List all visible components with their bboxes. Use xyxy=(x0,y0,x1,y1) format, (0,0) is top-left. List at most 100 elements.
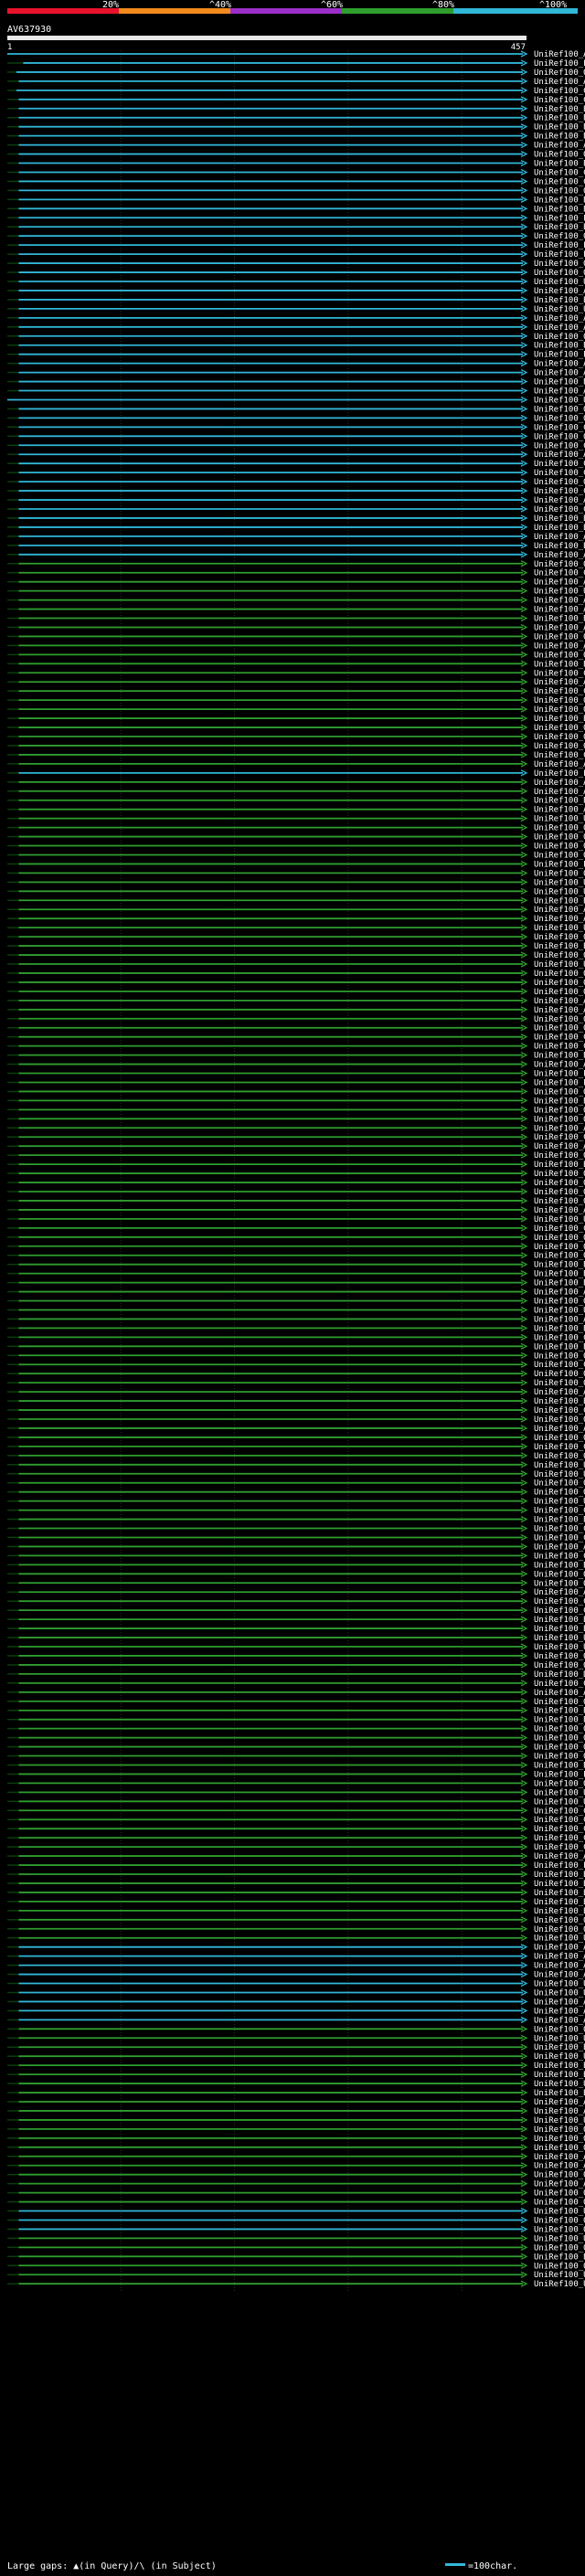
hit-row[interactable]: UniRef100_B91ML4 xyxy=(7,378,585,387)
hit-label[interactable]: UniRef100_B6SIL7 xyxy=(534,205,585,214)
hit-row[interactable]: UniRef100_B6AKC9 xyxy=(7,2071,585,2080)
hit-row[interactable]: UniRef100_A4HYZ5 xyxy=(7,2107,585,2116)
hit-row[interactable]: UniRef100_C5DPH1 xyxy=(7,1606,585,1616)
hit-row[interactable]: UniRef100_A5DVC2 xyxy=(7,779,585,788)
hit-label[interactable]: UniRef100_Q72V05 xyxy=(534,1698,585,1707)
hit-label[interactable]: UniRef100_Q95P67 xyxy=(534,1106,585,1115)
hit-row[interactable]: UniRef100_A9DD06 xyxy=(7,760,585,769)
hit-row[interactable]: UniRef100_Q8ITB1 xyxy=(7,951,585,960)
hit-row[interactable]: UniRef100_C5SHA4 xyxy=(7,423,585,432)
hit-label[interactable]: UniRef100_A5D3S6 xyxy=(534,1425,585,1434)
hit-label[interactable]: UniRef100_A6RNV7 xyxy=(534,1962,585,1971)
hit-row[interactable]: UniRef100_Q2U020 xyxy=(7,1925,585,1935)
hit-label[interactable]: UniRef100_B8NOD5 xyxy=(534,615,585,624)
hit-label[interactable]: UniRef100_A8E6B6 xyxy=(534,1061,585,1070)
hit-label[interactable]: UniRef100_B2WYN0 xyxy=(534,542,585,551)
hit-row[interactable]: UniRef100_UP1000... xyxy=(7,1643,585,1652)
hit-row[interactable]: UniRef100_Q4AK11 xyxy=(7,2135,585,2144)
hit-label[interactable]: UniRef100_Q73666 xyxy=(534,1734,585,1744)
hit-row[interactable]: UniRef100_C9ZIN6 xyxy=(7,1443,585,1452)
hit-row[interactable]: UniRef100_Q9UGS3 xyxy=(7,1170,585,1179)
hit-row[interactable]: UniRef100_Q72V05 xyxy=(7,1698,585,1707)
hit-row[interactable]: UniRef100_Q4PM13 xyxy=(7,1661,585,1670)
hit-row[interactable]: UniRef100_B9WH22 xyxy=(7,715,585,724)
hit-label[interactable]: UniRef100_UP1000... xyxy=(534,1788,585,1797)
hit-row[interactable]: UniRef100_P62280 xyxy=(7,769,585,779)
hit-label[interactable]: UniRef100_UP1000... xyxy=(534,2234,585,2243)
hit-label[interactable]: UniRef100_C3K1D4 xyxy=(534,1361,585,1370)
hit-row[interactable]: UniRef100_UP1000... xyxy=(7,1634,585,1643)
hit-row[interactable]: UniRef100_UP1000... xyxy=(7,2234,585,2243)
hit-row[interactable]: UniRef100_C4BS14 xyxy=(7,751,585,760)
hit-row[interactable]: UniRef100_Q9VF26 xyxy=(7,1415,585,1425)
hit-label[interactable]: UniRef100_Q15084 xyxy=(534,2189,585,2199)
hit-label[interactable]: UniRef100_C4BS14 xyxy=(534,751,585,760)
hit-label[interactable]: UniRef100_A7RL80 xyxy=(534,906,585,915)
hit-row[interactable]: UniRef100_UP1000... xyxy=(7,2271,585,2280)
hit-row[interactable]: UniRef100_Q5EF13 xyxy=(7,1087,585,1097)
hit-label[interactable]: UniRef100_A0CE25 xyxy=(534,1124,585,1133)
hit-row[interactable]: UniRef100_A2DHU3 xyxy=(7,2153,585,2162)
hit-label[interactable]: UniRef100_C5SHA4 xyxy=(534,423,585,432)
hit-row[interactable]: UniRef100_Q22B78 xyxy=(7,651,585,660)
hit-row[interactable]: UniRef100_C0CRL5 xyxy=(7,569,585,578)
hit-label[interactable]: UniRef100_A6ZPS5 xyxy=(534,1288,585,1298)
hit-label[interactable]: UniRef100_UP1000... xyxy=(534,1634,585,1643)
hit-row[interactable]: UniRef100_Q20905 xyxy=(7,69,585,78)
hit-row[interactable]: UniRef100_A6ZS66 xyxy=(7,1206,585,1215)
hit-label[interactable]: UniRef100_C5GDQ3 xyxy=(534,505,585,514)
hit-row[interactable]: UniRef100_Q6CXB0 xyxy=(7,1298,585,1307)
hit-row[interactable]: UniRef100_C5EB94 xyxy=(7,1133,585,1142)
hit-row[interactable]: UniRef100_B4GGL5 xyxy=(7,1871,585,1880)
hit-row[interactable]: UniRef100_Q9GSB1 xyxy=(7,824,585,833)
hit-label[interactable]: UniRef100_UP1000... xyxy=(534,588,585,597)
hit-label[interactable]: UniRef100_B5DS61 xyxy=(534,1716,585,1725)
hit-row[interactable]: UniRef100_Q55FV1 xyxy=(7,560,585,569)
hit-row[interactable]: UniRef100_UP1000... xyxy=(7,887,585,896)
hit-label[interactable]: UniRef100_Q6BPH9 xyxy=(534,632,585,641)
hit-row[interactable]: UniRef100_A9NNL9 xyxy=(7,142,585,151)
hit-label[interactable]: UniRef100_A6RNV0 xyxy=(534,1953,585,1962)
hit-row[interactable]: UniRef100_A5D3S6 xyxy=(7,1425,585,1434)
hit-row[interactable]: UniRef100_A8BVU0 xyxy=(7,1542,585,1552)
hit-label[interactable]: UniRef100_C4JFW6 xyxy=(534,487,585,496)
hit-row[interactable]: UniRef100_Q962R8 xyxy=(7,2025,585,2034)
hit-label[interactable]: UniRef100_C1BYU1 xyxy=(534,1843,585,1852)
hit-row[interactable]: UniRef100_Q6CUZ3 xyxy=(7,742,585,751)
hit-label[interactable]: UniRef100_C4LW92 xyxy=(534,1834,585,1843)
hit-label[interactable]: UniRef100_UP1000... xyxy=(534,1461,585,1470)
hit-label[interactable]: UniRef100_A6SNR4 xyxy=(534,997,585,1006)
hit-label[interactable]: UniRef100_UP1000... xyxy=(534,1935,585,1944)
hit-row[interactable]: UniRef100_B9FZL3 xyxy=(7,296,585,305)
hit-label[interactable]: UniRef100_Q9SUU4 xyxy=(534,2216,585,2225)
hit-label[interactable]: UniRef100_UP1000... xyxy=(534,2271,585,2280)
hit-row[interactable]: UniRef100_Q5VHH2 xyxy=(7,1197,585,1206)
hit-row[interactable]: UniRef100_P41733 xyxy=(7,351,585,360)
hit-row[interactable]: UniRef100_B7FMB4 xyxy=(7,114,585,123)
hit-label[interactable]: UniRef100_A9S6F7 xyxy=(534,360,585,369)
hit-row[interactable]: UniRef100_A6QH92 xyxy=(7,678,585,687)
hit-row[interactable]: UniRef100_A2I4D0 xyxy=(7,578,585,588)
hit-label[interactable]: UniRef100_Q65766 xyxy=(534,733,585,742)
hit-row[interactable]: UniRef100_A8WHD5 xyxy=(7,1006,585,1015)
hit-row[interactable]: UniRef100_Q6QEP5 xyxy=(7,970,585,979)
hit-row[interactable]: UniRef100_Q4XQ28 xyxy=(7,2125,585,2135)
hit-label[interactable]: UniRef100_Q6CUZ3 xyxy=(534,742,585,751)
hit-row[interactable]: UniRef100_Q9U9A0 xyxy=(7,2171,585,2180)
hit-label[interactable]: UniRef100_Q6PDV9 xyxy=(534,1024,585,1034)
hit-label[interactable]: UniRef100_A6QEP5 xyxy=(534,451,585,460)
hit-row[interactable]: UniRef100_B0XU75 xyxy=(7,1761,585,1770)
hit-row[interactable]: UniRef100_Q9MR01 xyxy=(7,260,585,269)
hit-label[interactable]: UniRef100_B9WHB4 xyxy=(534,660,585,669)
hit-label[interactable]: UniRef100_P41115 xyxy=(534,860,585,869)
hit-row[interactable]: UniRef100_UP1000... xyxy=(7,815,585,824)
hit-row[interactable]: UniRef100_A9RXJ0 xyxy=(7,369,585,378)
hit-label[interactable]: UniRef100_B6AKC9 xyxy=(534,2071,585,2080)
hit-label[interactable]: UniRef100_A9DD06 xyxy=(534,760,585,769)
hit-row[interactable]: UniRef100_Q3HVL8 xyxy=(7,269,585,278)
hit-row[interactable]: UniRef100_UP1000... xyxy=(7,924,585,933)
hit-row[interactable]: UniRef100_Q65766 xyxy=(7,733,585,742)
hit-row[interactable]: UniRef100_B4HP68 xyxy=(7,1898,585,1907)
hit-label[interactable]: UniRef100_UP1000... xyxy=(534,1306,585,1315)
hit-row[interactable]: UniRef100_Q5A3N5 xyxy=(7,705,585,715)
